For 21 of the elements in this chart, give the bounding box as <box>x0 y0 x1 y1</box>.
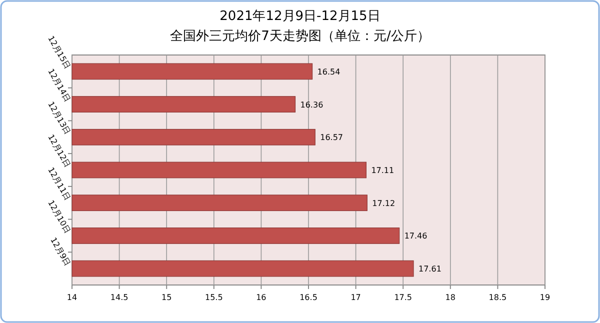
x-tick-label: 16.5 <box>300 293 318 302</box>
x-tick-label: 18 <box>445 293 456 302</box>
x-tick-label: 17.5 <box>394 293 412 302</box>
data-label: 16.36 <box>300 100 324 110</box>
data-label: 17.61 <box>418 264 442 274</box>
data-label: 17.46 <box>404 232 428 241</box>
x-tick-label: 14 <box>66 293 78 302</box>
data-label: 16.54 <box>317 67 340 76</box>
chart-subtitle: 全国外三元均价7天走势图（单位：元/公斤） <box>170 29 430 44</box>
chart-title: 2021年12月9日-12月15日 <box>220 9 380 24</box>
x-tick-label: 15.5 <box>204 293 223 302</box>
data-label: 17.12 <box>372 198 396 208</box>
x-tick-label: 14.5 <box>110 293 128 302</box>
x-tick-label: 19 <box>540 293 550 302</box>
x-tick-label: 16 <box>256 293 266 302</box>
x-tick-label: 17 <box>350 293 361 302</box>
x-tick-label: 18.5 <box>488 293 507 302</box>
data-label: 16.57 <box>320 133 344 142</box>
x-tick-label: 15 <box>162 293 172 302</box>
data-label: 17.11 <box>371 166 394 175</box>
y-tick-label: 12月9日 <box>48 236 72 268</box>
